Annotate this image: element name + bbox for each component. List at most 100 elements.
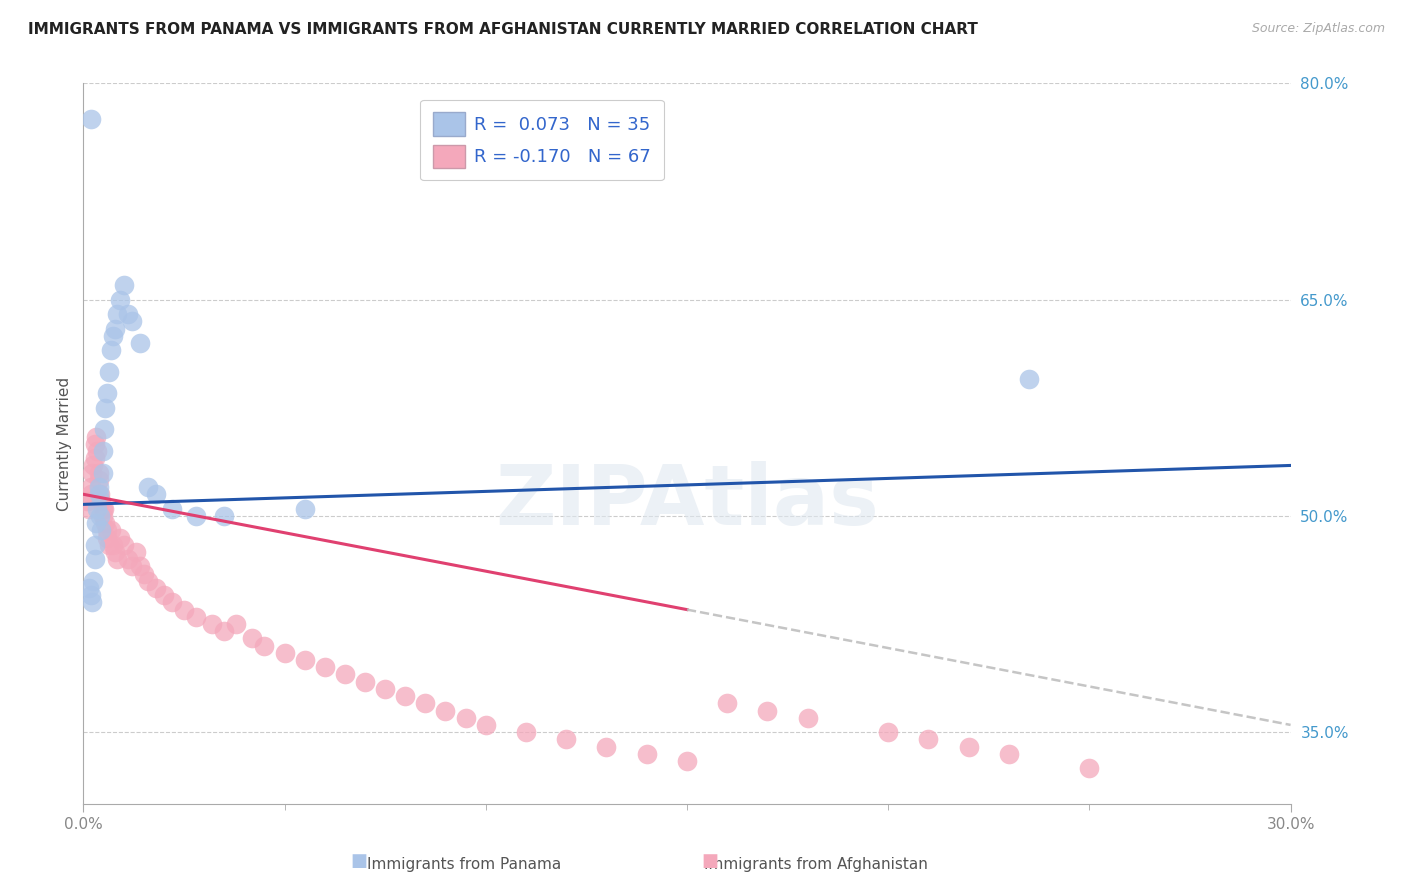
Point (796, 711, 818, 725)
Point (117, 552, 139, 566)
Point (84, 429, 107, 443)
Point (333, 667, 356, 681)
Point (83, 451, 105, 466)
Text: ■: ■ (350, 852, 367, 870)
Point (132, 566, 155, 581)
Point (716, 696, 738, 710)
Point (128, 335, 150, 350)
Point (877, 725, 900, 739)
Point (96, 531, 118, 545)
Point (98, 538, 121, 552)
Point (515, 725, 537, 739)
Text: Immigrants from Afghanistan: Immigrants from Afghanistan (703, 857, 928, 872)
Point (100, 343, 122, 358)
Text: IMMIGRANTS FROM PANAMA VS IMMIGRANTS FROM AFGHANISTAN CURRENTLY MARRIED CORRELAT: IMMIGRANTS FROM PANAMA VS IMMIGRANTS FRO… (28, 22, 979, 37)
Point (79, 501, 101, 516)
Point (112, 538, 135, 552)
Point (89, 473, 111, 487)
Point (107, 552, 129, 566)
Point (253, 639, 276, 653)
Point (128, 559, 150, 574)
Point (86, 501, 108, 516)
Point (89, 508, 111, 523)
Point (91, 466, 114, 480)
Point (415, 696, 437, 710)
Point (354, 674, 377, 689)
Point (108, 531, 131, 545)
Point (80, 112, 103, 127)
Point (121, 559, 143, 574)
Point (94, 401, 117, 415)
Point (93, 422, 115, 436)
Point (83, 552, 105, 566)
Point (225, 617, 247, 632)
Point (957, 739, 980, 754)
Point (394, 689, 416, 703)
Point (212, 508, 235, 523)
Point (89, 480, 111, 494)
Point (212, 624, 235, 639)
Point (294, 501, 316, 516)
Point (595, 739, 617, 754)
Point (160, 501, 183, 516)
Point (79, 588, 101, 602)
Point (136, 480, 159, 494)
Point (136, 574, 159, 588)
Point (160, 595, 183, 609)
Point (91, 501, 114, 516)
Point (89, 487, 111, 501)
Point (184, 609, 207, 624)
Point (84, 437, 107, 451)
Point (82, 574, 104, 588)
Point (79, 581, 101, 595)
Point (107, 307, 129, 321)
Point (93, 444, 115, 458)
Point (314, 660, 336, 674)
Point (76, 494, 98, 508)
Point (90, 494, 112, 508)
Point (152, 588, 174, 602)
Point (79, 487, 101, 501)
Point (103, 538, 125, 552)
Point (87, 487, 110, 501)
Point (184, 508, 207, 523)
Point (104, 321, 127, 335)
Point (240, 632, 263, 646)
Point (90, 524, 112, 538)
Point (121, 314, 143, 328)
Point (273, 646, 295, 660)
Point (117, 307, 139, 321)
Point (555, 732, 578, 747)
Point (96, 524, 118, 538)
Text: Source: ZipAtlas.com: Source: ZipAtlas.com (1251, 22, 1385, 36)
Point (86, 444, 108, 458)
Legend: R =  0.073   N = 35, R = -0.170   N = 67: R = 0.073 N = 35, R = -0.170 N = 67 (420, 100, 664, 180)
Point (93, 501, 115, 516)
Point (124, 545, 146, 559)
Point (1018, 372, 1040, 386)
Point (80, 480, 103, 494)
Text: ■: ■ (702, 852, 718, 870)
Point (98, 365, 121, 379)
Point (454, 711, 477, 725)
Point (96, 386, 118, 401)
Point (108, 293, 131, 307)
Point (434, 704, 457, 718)
Point (100, 524, 122, 538)
Point (173, 602, 195, 616)
Point (1078, 761, 1101, 775)
Point (82, 458, 104, 473)
Point (94, 516, 117, 530)
Point (93, 508, 115, 523)
Point (374, 681, 396, 696)
Point (998, 747, 1021, 761)
Point (145, 487, 167, 501)
Point (145, 581, 167, 595)
Point (112, 278, 135, 293)
Point (87, 466, 110, 480)
Point (103, 328, 125, 343)
Point (82, 595, 104, 609)
Text: Immigrants from Panama: Immigrants from Panama (367, 857, 561, 872)
Point (917, 732, 939, 747)
Point (294, 653, 316, 667)
